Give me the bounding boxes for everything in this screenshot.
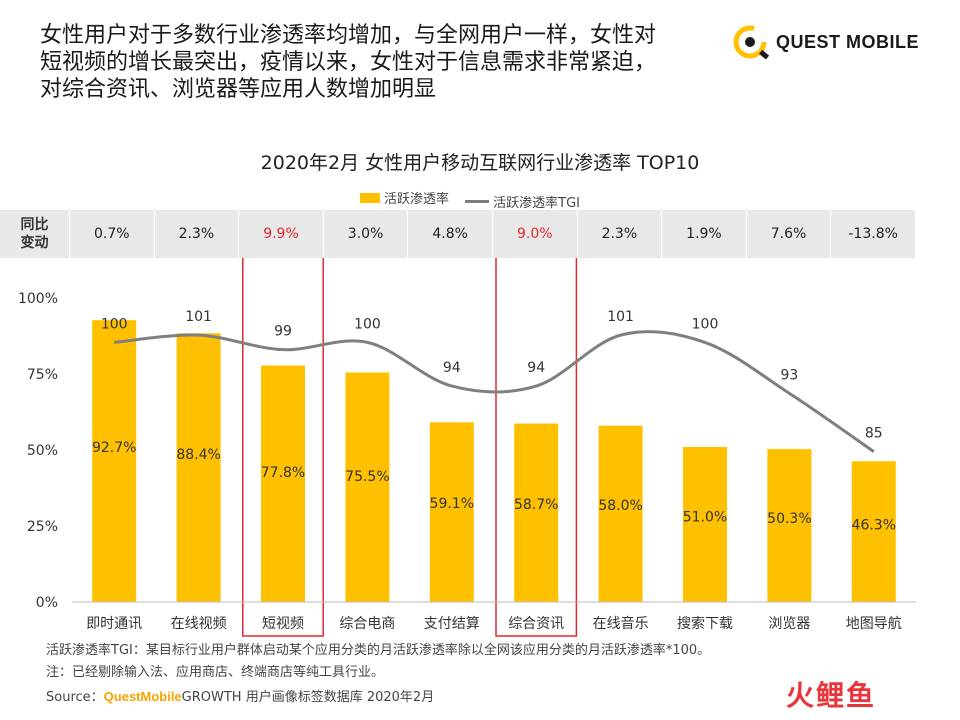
source-brand: QuestMobile <box>103 689 182 704</box>
y-tick-label: 50% <box>27 443 58 459</box>
tgi-value-label: 93 <box>780 367 798 383</box>
legend-line-label: 活跃渗透率TGI <box>493 195 581 211</box>
yoy-change-cell: 9.9% <box>239 210 324 258</box>
bar-value-label: 58.0% <box>598 498 642 514</box>
bar <box>767 449 812 602</box>
tgi-value-label: 94 <box>527 360 545 376</box>
bar <box>598 425 643 602</box>
bar-value-label: 75.5% <box>345 469 389 485</box>
bar-value-label: 46.3% <box>852 518 896 534</box>
yoy-change-cell: 1.9% <box>662 210 747 258</box>
chart-title: 2020年2月 女性用户移动互联网行业渗透率 TOP10 <box>260 152 700 174</box>
legend-bar-label: 活跃渗透率 <box>384 192 450 207</box>
yoy-change-row-label: 同比 变动 <box>0 210 70 258</box>
bar <box>851 461 896 602</box>
x-category-label: 浏览器 <box>768 616 810 632</box>
bar-value-label: 88.4% <box>176 447 220 463</box>
x-category-label: 搜索下载 <box>677 615 733 632</box>
bar <box>514 423 559 602</box>
x-category-label: 即时通讯 <box>86 616 142 632</box>
source-rest: GROWTH 用户画像标签数据库 2020年2月 <box>181 690 435 705</box>
source-line: Source：QuestMobileGROWTH 用户画像标签数据库 2020年… <box>46 686 434 705</box>
tgi-line <box>114 330 875 453</box>
x-category-label: 综合电商 <box>339 616 395 632</box>
headline-line-2: 短视频的增长最突出，疫情以来，女性对于信息需求非常紧迫， <box>40 50 657 75</box>
x-category-label: 在线视频 <box>171 616 227 632</box>
x-category-label: 支付结算 <box>424 616 480 632</box>
bar <box>429 422 474 602</box>
yoy-change-cell: 3.0% <box>324 210 409 258</box>
bar-value-label: 92.7% <box>92 440 136 456</box>
yoy-change-cell: 0.7% <box>70 210 155 258</box>
logo-text: QUEST MOBILE <box>776 32 920 52</box>
questmobile-logo: QUEST MOBILE <box>728 14 928 74</box>
bar <box>261 365 305 602</box>
legend-line-swatch <box>465 199 490 203</box>
footnotes: 活跃渗透率TGI：某目标行业用户群体启动某个应用分类的月活跃渗透率除以全网该应用… <box>46 640 710 684</box>
tgi-value-label: 101 <box>185 309 212 325</box>
footnote-note: 注：已经剔除输入法、应用商店、终端商店等纯工具行业。 <box>46 665 385 680</box>
source-prefix: Source： <box>46 690 104 705</box>
legend-item-line: 活跃渗透率TGI <box>465 192 580 211</box>
headline-line-3: 对综合资讯、浏览器等应用人数增加明显 <box>40 77 437 102</box>
yoy-change-row: 同比 变动 0.7% 2.3% 9.9% 3.0% 4.8% 9.0% 2.3%… <box>0 210 916 258</box>
tgi-value-label: 101 <box>607 309 634 325</box>
tgi-value-label: 100 <box>354 316 381 332</box>
headline: 女性用户对于多数行业渗透率均增加，与全网用户一样，女性对 短视频的增长最突出，疫… <box>40 22 720 103</box>
bar-value-label: 51.0% <box>683 510 727 526</box>
yoy-row-label-line2: 变动 <box>20 235 49 251</box>
chart-legend: 活跃渗透率 活跃渗透率TGI <box>360 188 592 211</box>
legend-bar-swatch <box>360 192 380 203</box>
highlight-box <box>242 258 324 637</box>
bar <box>176 333 221 602</box>
x-category-label: 短视频 <box>262 616 304 632</box>
logo-mark-icon <box>733 25 770 60</box>
x-category-label: 综合资讯 <box>508 616 564 632</box>
tgi-value-label: 100 <box>101 316 128 332</box>
bar <box>345 372 390 602</box>
yoy-change-cell: -13.8% <box>831 210 916 258</box>
bar-value-label: 50.3% <box>767 511 811 527</box>
legend-item-bar: 活跃渗透率 <box>360 188 449 207</box>
watermark-logo: 火鲤鱼 <box>786 679 877 712</box>
bar-value-label: 77.8% <box>261 465 305 481</box>
headline-line-1: 女性用户对于多数行业渗透率均增加，与全网用户一样，女性对 <box>40 23 657 48</box>
bar <box>683 446 727 602</box>
y-tick-label: 0% <box>36 595 58 611</box>
bar-value-label: 58.7% <box>514 497 558 513</box>
y-tick-label: 25% <box>27 519 58 535</box>
yoy-change-cell: 7.6% <box>747 210 832 258</box>
yoy-change-cell: 4.8% <box>408 210 493 258</box>
tgi-value-label: 85 <box>865 426 883 442</box>
y-tick-label: 75% <box>27 367 58 383</box>
yoy-change-cell: 2.3% <box>155 210 240 258</box>
bar-line-chart: 0% 25% 50% 75% 100% 92.7% 88.4% 77.8% 75.5% 59.1%… <box>18 258 916 637</box>
x-category-label: 地图导航 <box>846 616 902 632</box>
bar <box>92 320 137 602</box>
yoy-row-label-line1: 同比 <box>20 217 49 233</box>
tgi-value-label: 99 <box>274 324 292 340</box>
x-category-label: 在线音乐 <box>593 615 649 632</box>
tgi-value-label: 94 <box>443 360 461 376</box>
highlight-box <box>495 258 578 637</box>
yoy-change-cell: 2.3% <box>578 210 663 258</box>
bar-value-label: 59.1% <box>430 496 474 512</box>
yoy-change-cell: 9.0% <box>493 210 578 258</box>
y-tick-label: 100% <box>18 291 58 307</box>
footnote-tgi: 活跃渗透率TGI：某目标行业用户群体启动某个应用分类的月活跃渗透率除以全网该应用… <box>46 643 711 658</box>
tgi-value-label: 100 <box>692 316 719 332</box>
